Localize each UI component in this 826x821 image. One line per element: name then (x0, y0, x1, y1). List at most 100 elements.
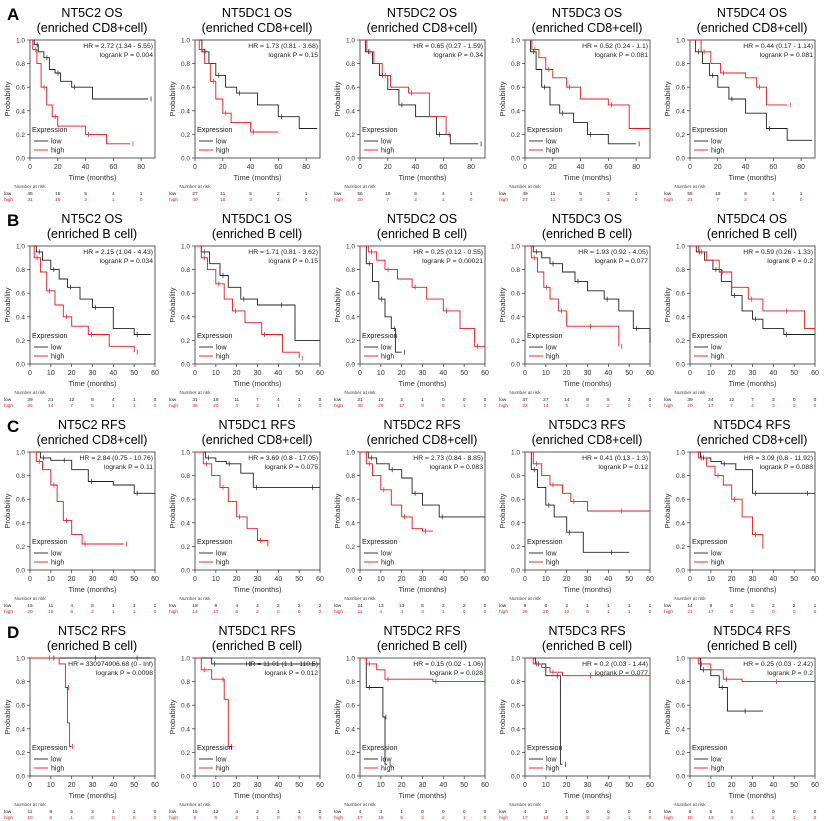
curve-low (195, 245, 320, 341)
risk-count-low: 4 (524, 809, 527, 815)
risk-row-label-low: low (499, 191, 507, 197)
subplot-title: NT5C2 OS (61, 6, 122, 20)
hazard-ratio: HR = 0.2 (0.03 - 1.44) (582, 661, 648, 668)
curve-high (525, 245, 620, 347)
risk-count-high: 38 (192, 403, 198, 409)
x-tick-label: 20 (68, 782, 76, 789)
y-tick-label: 0.2 (511, 132, 520, 139)
risk-count-low: 1 (133, 809, 136, 815)
y-tick-label: 0.8 (676, 679, 685, 686)
risk-count-low: 13 (378, 603, 384, 609)
plot-frame (194, 39, 321, 159)
y-tick-label: 0.8 (676, 473, 685, 480)
subplot-title: NT5DC2 RFS (383, 418, 460, 432)
x-tick-label: 50 (625, 576, 633, 583)
x-tick-label: 30 (749, 370, 757, 377)
risk-count-low: 0 (649, 397, 652, 403)
risk-count-high: 9 (421, 403, 424, 409)
y-tick-label: 1.0 (676, 38, 685, 45)
risk-count-low: 1 (607, 603, 610, 609)
x-tick-label: 40 (109, 782, 117, 789)
y-tick-label: 1.0 (16, 450, 25, 457)
legend-label-high: high (546, 560, 559, 567)
legend-title: Expression (197, 331, 233, 340)
y-tick-label: 0.6 (346, 703, 355, 710)
risk-row-label-high: high (664, 403, 673, 409)
subplot-nt5dc4: NT5DC4 RFS(enriched B cell) 0.0 0.2 0.4 0.6 0… (663, 624, 819, 821)
x-tick-label: 40 (769, 370, 777, 377)
risk-count-low: 4 (112, 397, 115, 403)
risk-count-low: 4 (112, 191, 115, 197)
y-tick-label: 0.8 (676, 267, 685, 274)
risk-row-label-low: low (334, 191, 342, 197)
risk-count-low: 1 (133, 397, 136, 403)
risk-count-high: 6 (70, 609, 73, 615)
x-axis-label: Time (months) (563, 379, 612, 388)
risk-table-title: Number at risk (344, 390, 376, 396)
risk-count-high: 2 (607, 815, 610, 821)
y-tick-label: 1.0 (181, 450, 190, 457)
risk-count-low: 0 (628, 809, 631, 815)
risk-count-high: 2 (235, 815, 238, 821)
x-tick-label: 20 (549, 164, 557, 171)
y-tick-label: 0.2 (346, 132, 355, 139)
x-tick-label: 0 (358, 164, 362, 171)
curve-low (195, 39, 318, 129)
x-tick-label: 0 (688, 782, 692, 789)
x-tick-label: 60 (481, 576, 489, 583)
x-tick-label: 30 (749, 782, 757, 789)
x-tick-label: 60 (811, 782, 819, 789)
x-tick-label: 0 (523, 782, 527, 789)
risk-count-low: 27 (543, 397, 549, 403)
y-tick-label: 1.0 (511, 38, 520, 45)
risk-count-high: 4 (751, 403, 754, 409)
subplot-nt5dc2: NT5DC2 OS(enriched CD8+cell) 0.0 0.2 0.4 0.6… (333, 6, 486, 203)
curve-low (525, 451, 630, 553)
y-tick-label: 0.6 (676, 497, 685, 504)
x-tick-label: 0 (358, 782, 362, 789)
curve-high (30, 657, 72, 747)
legend-title: Expression (32, 743, 68, 752)
x-axis-label: Time (months) (68, 379, 117, 388)
subplot-title: NT5DC1 OS (222, 212, 292, 226)
risk-row-label-low: low (499, 603, 507, 609)
x-tick-label: 30 (419, 370, 427, 377)
risk-count-high: 8 (49, 815, 52, 821)
risk-count-low: 18 (385, 191, 391, 197)
x-tick-label: 40 (412, 164, 420, 171)
x-tick-label: 10 (377, 782, 385, 789)
risk-count-high: 14 (192, 609, 198, 615)
risk-count-high: 1 (112, 609, 115, 615)
hazard-ratio: HR = 2.73 (0.84 - 8.85) (413, 455, 483, 462)
risk-count-low: 0 (421, 809, 424, 815)
risk-count-low: 1 (470, 191, 473, 197)
panel-letter: B (7, 211, 19, 230)
risk-count-high: 5 (442, 403, 445, 409)
risk-table-title: Number at risk (674, 802, 706, 808)
risk-count-low: 2 (277, 191, 280, 197)
x-tick-label: 10 (707, 782, 715, 789)
subplot-nt5dc2: NT5DC2 RFS(enriched B cell) 0.0 0.2 0.4 0.6 0… (333, 624, 489, 821)
risk-row-label-high: high (664, 197, 673, 203)
x-tick-label: 0 (28, 782, 32, 789)
legend-title: Expression (362, 537, 398, 546)
risk-row-label-high: high (334, 403, 343, 409)
risk-count-high: 4 (235, 403, 238, 409)
x-tick-label: 0 (688, 370, 692, 377)
x-tick-label: 60 (316, 782, 324, 789)
hazard-ratio: HR = 3.09 (0.8 - 11.92) (744, 455, 813, 462)
y-tick-label: 0.6 (16, 291, 25, 298)
risk-count-high: 20 (687, 403, 693, 409)
y-tick-label: 0.0 (16, 568, 25, 575)
x-tick-label: 80 (797, 164, 805, 171)
logrank-p: logrank P = 0.083 (430, 464, 484, 471)
curve-high (195, 451, 269, 547)
risk-count-high: 5 (565, 403, 568, 409)
legend-label-low: low (216, 551, 227, 558)
x-tick-label: 20 (728, 370, 736, 377)
risk-count-high: 5 (565, 815, 568, 821)
x-tick-label: 60 (646, 370, 654, 377)
risk-count-low: 6 (414, 191, 417, 197)
risk-count-high: 1 (628, 815, 631, 821)
x-tick-label: 50 (130, 370, 138, 377)
